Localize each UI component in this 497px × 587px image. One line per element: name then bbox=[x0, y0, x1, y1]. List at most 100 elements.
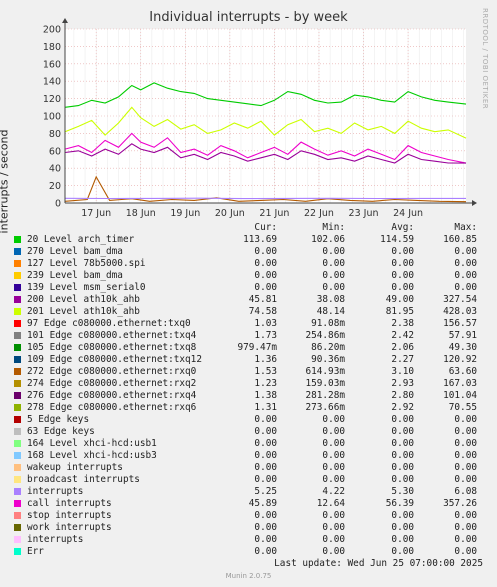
legend-avg-value: 114.59 bbox=[380, 234, 414, 245]
legend-avg-value: 0.00 bbox=[391, 282, 414, 293]
legend-avg-value: 0.00 bbox=[391, 474, 414, 485]
legend-row: Err 0.00 0.00 0.00 0.00 bbox=[0, 546, 497, 558]
legend-swatch bbox=[14, 248, 21, 255]
legend-min-value: 273.66m bbox=[305, 402, 345, 413]
legend-row: stop interrupts 0.00 0.00 0.00 0.00 bbox=[0, 510, 497, 522]
legend-row: interrupts 5.25 4.22 5.30 6.08 bbox=[0, 486, 497, 498]
legend-row: 101 Edge c080000.ethernet:txq4 1.73 254.86… bbox=[0, 330, 497, 342]
legend-series-name: work interrupts bbox=[27, 522, 112, 533]
legend-cur-value: 45.89 bbox=[248, 498, 277, 509]
legend-cur-value: 45.81 bbox=[248, 294, 277, 305]
legend-avg-value: 2.38 bbox=[391, 318, 414, 329]
y-tick-label: 0 bbox=[55, 199, 61, 210]
legend-cur-value: 0.00 bbox=[254, 534, 277, 545]
legend-series-name: 20 Level arch_timer bbox=[27, 234, 135, 245]
series-line bbox=[64, 143, 467, 164]
legend-swatch bbox=[14, 536, 21, 543]
legend-cur-value: 0.00 bbox=[254, 426, 277, 437]
legend-max-value: 0.00 bbox=[454, 246, 477, 257]
x-tick-label: 17 Jun bbox=[81, 208, 111, 219]
rrdtool-watermark: RRDTOOL / TOBI OETIKER bbox=[481, 8, 489, 110]
legend-cur-value: 0.00 bbox=[254, 270, 277, 281]
legend-cur-value: 1.31 bbox=[254, 402, 277, 413]
legend-row: 105 Edge c080000.ethernet:txq8 979.47m 86.… bbox=[0, 342, 497, 354]
legend-header-min: Min: bbox=[322, 222, 345, 233]
legend-max-value: 428.03 bbox=[443, 306, 477, 317]
y-tick-label: 120 bbox=[43, 94, 61, 105]
legend-avg-value: 3.10 bbox=[391, 366, 414, 377]
legend-row: 200 Level ath10k_ahb 45.81 38.08 49.00 327.5… bbox=[0, 294, 497, 306]
series-line bbox=[64, 132, 467, 164]
legend-max-value: 70.55 bbox=[448, 402, 477, 413]
legend-max-value: 0.00 bbox=[454, 270, 477, 281]
legend-min-value: 0.00 bbox=[322, 474, 345, 485]
legend-max-value: 0.00 bbox=[454, 282, 477, 293]
series-line bbox=[64, 175, 467, 203]
x-tick-label: 21 Jun bbox=[259, 208, 289, 219]
legend-avg-value: 2.06 bbox=[391, 342, 414, 353]
legend-avg-value: 0.00 bbox=[391, 546, 414, 557]
legend-row: 274 Edge c080000.ethernet:rxq2 1.23 159.03… bbox=[0, 378, 497, 390]
munin-version: Munin 2.0.75 bbox=[225, 572, 272, 580]
legend-swatch bbox=[14, 272, 21, 279]
legend-swatch bbox=[14, 548, 21, 555]
chart-title: Individual interrupts - by week bbox=[149, 10, 348, 25]
legend-min-value: 159.03m bbox=[305, 378, 345, 389]
legend-min-value: 281.28m bbox=[305, 390, 345, 401]
y-tick-label: 60 bbox=[49, 146, 61, 157]
legend-series-name: 97 Edge c080000.ethernet:txq0 bbox=[27, 318, 191, 329]
legend-cur-value: 0.00 bbox=[254, 462, 277, 473]
legend-series-name: 63 Edge keys bbox=[27, 426, 95, 437]
legend-row: 20 Level arch_timer 113.69 102.06 114.59 160… bbox=[0, 234, 497, 246]
legend-max-value: 0.00 bbox=[454, 258, 477, 269]
legend-series-name: stop interrupts bbox=[27, 510, 112, 521]
legend-max-value: 57.91 bbox=[448, 330, 477, 341]
legend-row: work interrupts 0.00 0.00 0.00 0.00 bbox=[0, 522, 497, 534]
legend-row: 5 Edge keys 0.00 0.00 0.00 0.00 bbox=[0, 414, 497, 426]
x-tick-label: 18 Jun bbox=[126, 208, 156, 219]
legend-swatch bbox=[14, 476, 21, 483]
legend-row: 97 Edge c080000.ethernet:txq0 1.03 91.08m 2… bbox=[0, 318, 497, 330]
legend-max-value: 0.00 bbox=[454, 438, 477, 449]
legend-swatch bbox=[14, 488, 21, 495]
legend-series-name: 139 Level msm_serial0 bbox=[27, 282, 146, 293]
legend-cur-value: 0.00 bbox=[254, 246, 277, 257]
legend-cur-value: 1.03 bbox=[254, 318, 277, 329]
legend-min-value: 0.00 bbox=[322, 282, 345, 293]
legend-row: 239 Level bam_dma 0.00 0.00 0.00 0.00 bbox=[0, 270, 497, 282]
legend-max-value: 156.57 bbox=[443, 318, 477, 329]
legend-swatch bbox=[14, 236, 21, 243]
legend-row: 168 Level xhci-hcd:usb3 0.00 0.00 0.00 0.00 bbox=[0, 450, 497, 462]
legend-swatch bbox=[14, 404, 21, 411]
legend-row: 127 Level 78b5000.spi 0.00 0.00 0.00 0.00 bbox=[0, 258, 497, 270]
legend-series-name: 239 Level bam_dma bbox=[27, 270, 123, 281]
x-tick-label: 22 Jun bbox=[304, 208, 334, 219]
legend-avg-value: 0.00 bbox=[391, 462, 414, 473]
legend-series-name: 109 Edge c080000.ethernet:txq12 bbox=[27, 354, 202, 365]
legend-swatch bbox=[14, 284, 21, 291]
legend-header-cur: Cur: bbox=[254, 222, 277, 233]
legend-cur-value: 5.25 bbox=[254, 486, 277, 497]
legend-avg-value: 0.00 bbox=[391, 426, 414, 437]
legend-cur-value: 0.00 bbox=[254, 546, 277, 557]
legend-swatch bbox=[14, 320, 21, 327]
series-line bbox=[64, 106, 467, 139]
legend-series-name: 276 Edge c080000.ethernet:rxq4 bbox=[27, 390, 197, 401]
legend-cur-value: 0.00 bbox=[254, 522, 277, 533]
legend-series-name: 201 Level ath10k_ahb bbox=[27, 306, 140, 317]
y-tick-label: 20 bbox=[49, 181, 61, 192]
x-tick-label: 24 Jun bbox=[393, 208, 423, 219]
legend-min-value: 0.00 bbox=[322, 450, 345, 461]
legend-series-name: 127 Level 78b5000.spi bbox=[27, 258, 146, 269]
legend-cur-value: 0.00 bbox=[254, 414, 277, 425]
legend-cur-value: 1.38 bbox=[254, 390, 277, 401]
legend-min-value: 0.00 bbox=[322, 522, 345, 533]
x-axis-arrow bbox=[472, 200, 477, 206]
y-axis-arrow bbox=[62, 18, 68, 23]
legend-min-value: 0.00 bbox=[322, 258, 345, 269]
legend-avg-value: 2.93 bbox=[391, 378, 414, 389]
legend-max-value: 0.00 bbox=[454, 426, 477, 437]
legend-max-value: 0.00 bbox=[454, 522, 477, 533]
legend-series-name: 5 Edge keys bbox=[27, 414, 90, 425]
